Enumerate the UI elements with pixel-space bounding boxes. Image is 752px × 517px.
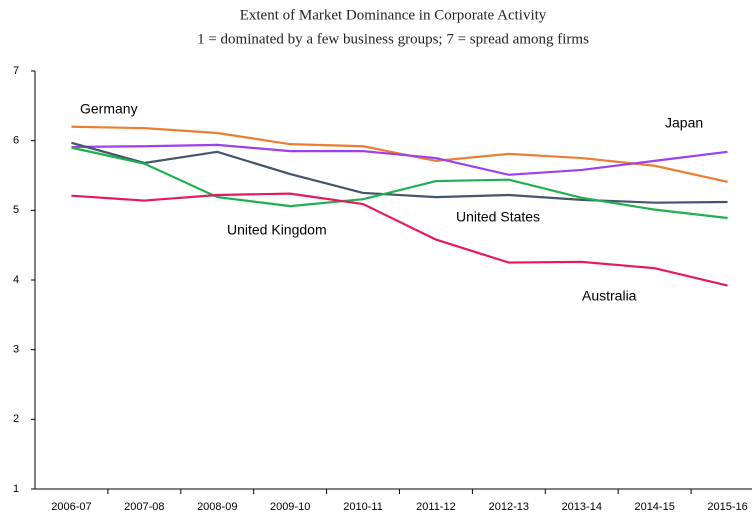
- y-tick-label: 4: [13, 274, 19, 286]
- series-line: [71, 143, 728, 176]
- x-tick-label: 2006-07: [51, 501, 91, 513]
- y-tick-label: 3: [13, 344, 19, 356]
- y-tick-label: 2: [13, 413, 19, 425]
- x-tick-label: 2015-16: [707, 501, 747, 513]
- series-line: [71, 141, 728, 204]
- x-tick-label: 2010-11: [343, 501, 383, 513]
- x-tick-label: 2011-12: [416, 501, 456, 513]
- y-tick-label: 7: [13, 65, 19, 77]
- chart-subtitle: 1 = dominated by a few business groups; …: [197, 31, 589, 47]
- series-label: Japan: [665, 115, 703, 131]
- x-tick-label: 2013-14: [562, 501, 602, 513]
- x-tick-label: 2008-09: [197, 501, 237, 513]
- y-tick-label: 5: [13, 204, 19, 216]
- series-label: Germany: [80, 101, 138, 117]
- x-tick-label: 2009-10: [270, 501, 310, 513]
- chart-title: Extent of Market Dominance in Corporate …: [240, 7, 547, 23]
- series-line: [71, 146, 728, 220]
- series-line: [71, 192, 728, 287]
- series-label: United Kingdom: [227, 222, 327, 238]
- x-tick-label: 2007-08: [124, 501, 164, 513]
- x-tick-label: 2012-13: [489, 501, 529, 513]
- y-tick-label: 6: [13, 135, 19, 147]
- series-label: Australia: [582, 288, 637, 304]
- x-tick-label: 2014-15: [634, 501, 674, 513]
- series-label: United States: [456, 209, 540, 225]
- y-tick-label: 1: [13, 483, 19, 495]
